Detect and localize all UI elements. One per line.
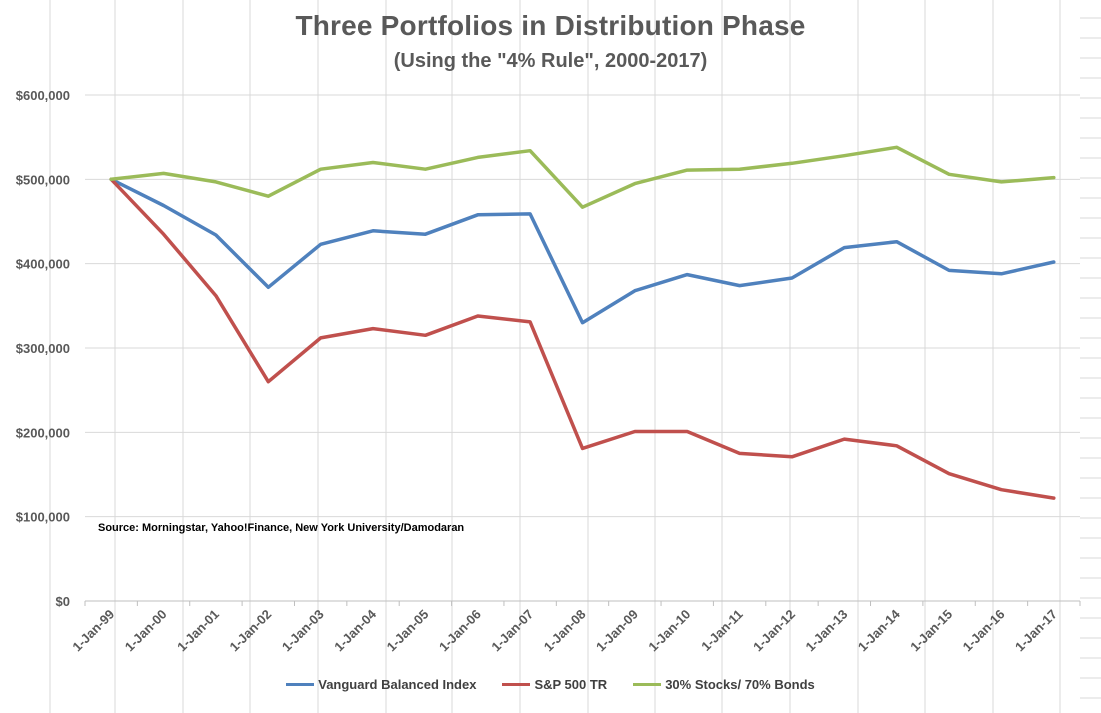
y-tick-label: $0 [56,594,70,609]
legend-item-1: Vanguard Balanced Index [286,677,476,692]
x-tick-label: 1-Jan-01 [174,607,222,655]
x-tick-label: 1-Jan-05 [384,607,432,655]
chart-title: Three Portfolios in Distribution Phase [295,10,806,41]
x-tick-label: 1-Jan-10 [645,607,693,655]
legend-swatch [633,683,662,686]
source-note: Source: Morningstar, Yahoo!Finance, New … [98,522,464,534]
x-tick-label: 1-Jan-00 [122,607,170,655]
x-tick-label: 1-Jan-13 [803,607,851,655]
x-tick-label: 1-Jan-12 [750,607,798,655]
x-tick-label: 1-Jan-11 [698,607,745,654]
chart-subtitle: (Using the "4% Rule", 2000-2017) [393,50,708,72]
chart-legend: Vanguard Balanced Index S&P 500 TR 30% Sto… [0,677,1101,692]
x-tick-label: 1-Jan-03 [279,607,327,655]
x-tick-label: 1-Jan-07 [488,607,536,655]
series-line-3 [109,145,1056,209]
x-tick-label: 1-Jan-06 [436,607,484,655]
series-line-1 [109,177,1056,325]
x-tick-label: 1-Jan-02 [227,607,275,655]
y-tick-label: $400,000 [16,257,70,272]
legend-item-3: 30% Stocks/ 70% Bonds [633,677,815,692]
y-tick-label: $200,000 [16,425,70,440]
x-tick-label: 1-Jan-14 [855,606,903,654]
legend-label: 30% Stocks/ 70% Bonds [665,677,815,692]
y-tick-label: $300,000 [16,341,70,356]
legend-label: S&P 500 TR [534,677,608,692]
x-tick-label: 1-Jan-17 [1012,607,1060,655]
x-tick-label: 1-Jan-15 [907,607,955,655]
x-tick-label: 1-Jan-08 [541,607,589,655]
x-tick-label: 1-Jan-09 [593,607,641,655]
series-line-2 [109,177,1056,500]
x-tick-label: 1-Jan-99 [69,607,117,655]
y-tick-label: $500,000 [16,172,70,187]
x-tick-label: 1-Jan-04 [331,606,379,654]
legend-item-2: S&P 500 TR [502,677,607,692]
legend-swatch [286,683,315,686]
x-tick-label: 1-Jan-16 [960,607,1008,655]
legend-swatch [502,683,531,686]
legend-label: Vanguard Balanced Index [318,677,477,692]
y-tick-label: $600,000 [16,88,70,103]
y-tick-label: $100,000 [16,510,70,525]
